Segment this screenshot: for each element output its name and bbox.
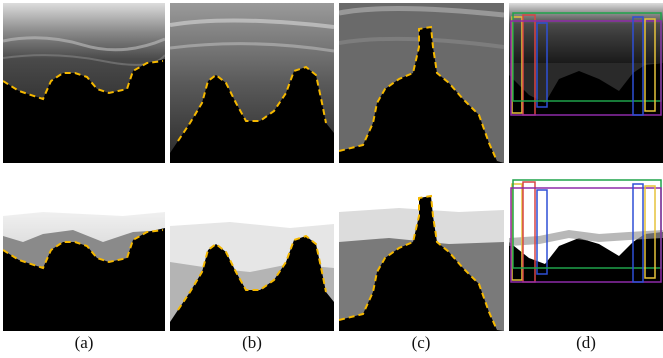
box-blue [536,22,548,108]
panel-c-segmentation [339,172,504,331]
contour-a [3,60,164,101]
box-blue-right-seg [632,183,644,283]
box-yellow [511,16,523,114]
contour-b-seg [177,234,327,311]
panel-b-segmentation [170,172,334,331]
box-purple [510,20,662,116]
box-yellow-right [644,18,656,112]
panel-b-ultrasound [170,3,334,163]
box-purple-seg [510,187,662,283]
contour-c [339,25,498,162]
box-blue-seg [536,189,548,275]
box-yellow-right-seg [644,185,656,279]
caption-b: (b) [242,333,262,352]
panel-a-segmentation [3,172,165,331]
panel-a-ultrasound [3,3,165,163]
contour-b [177,65,327,142]
caption-d: (d) [576,333,596,352]
caption-a: (a) [74,333,94,352]
panel-d-segmentation-boxes [509,172,663,331]
panel-d-ultrasound-boxes [509,3,663,163]
panel-c-ultrasound [339,3,504,163]
box-blue-right [632,16,644,116]
caption-c: (c) [411,333,431,352]
contour-a-seg [3,229,164,270]
box-yellow-seg [511,183,523,281]
contour-c-seg [339,194,498,331]
